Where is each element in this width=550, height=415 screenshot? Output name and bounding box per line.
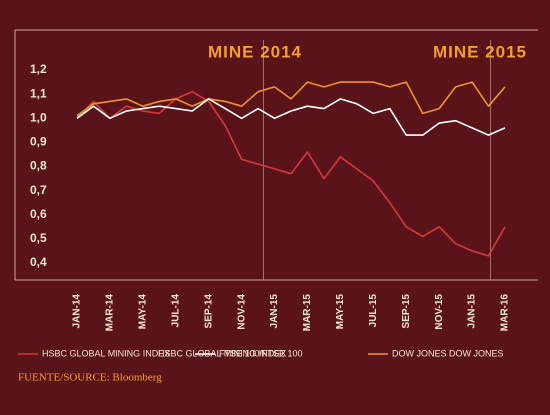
y-tick-label: 0,6 (30, 207, 47, 221)
y-tick-label: 1,2 (30, 62, 47, 76)
x-tick-label: SEP-15 (401, 294, 412, 329)
y-tick-label: 1,0 (30, 110, 47, 124)
annotation: MINE 2015 (433, 42, 527, 61)
source: FUENTE/SOURCE: Bloomberg (18, 372, 162, 384)
annotation: MINE 2014 (208, 42, 302, 61)
x-tick-label: MAR-16 (500, 294, 511, 332)
y-tick-label: 0,7 (30, 183, 47, 197)
y-tick-label: 0,5 (30, 231, 47, 245)
legend-label: DOW JONES DOW JONES (392, 348, 504, 358)
x-tick-label: SEP-14 (203, 294, 214, 329)
series-line (76, 90, 506, 257)
y-tick-label: 0,8 (30, 159, 47, 173)
y-tick-label: 0,9 (30, 135, 47, 149)
y-tick-label: 1,1 (30, 86, 47, 100)
x-tick-label: MAY-14 (137, 294, 148, 330)
x-tick-label: MAY-15 (335, 294, 346, 330)
series-line (76, 98, 506, 136)
x-tick-label: JAN-15 (269, 294, 280, 329)
x-tick-label: JAN-14 (72, 294, 83, 329)
series-line (76, 81, 506, 117)
legend-label: FTSE 100/FTSE 100 (219, 348, 303, 358)
x-tick-label: MAR-15 (302, 294, 313, 332)
x-tick-label: NOV-15 (434, 294, 445, 330)
x-tick-label: NOV-14 (236, 294, 247, 330)
x-tick-label: JUL-14 (170, 294, 181, 328)
x-tick-label: MAR-14 (105, 294, 116, 332)
y-tick-label: 0,4 (30, 255, 47, 269)
legend-label: HSBC GLOBAL MINING INDEX (42, 348, 170, 358)
x-tick-label: JAN-15 (467, 294, 478, 329)
x-tick-label: JUL-15 (368, 294, 379, 328)
legend-label: HSBC GLOBAL MINING INDEX (158, 348, 286, 358)
